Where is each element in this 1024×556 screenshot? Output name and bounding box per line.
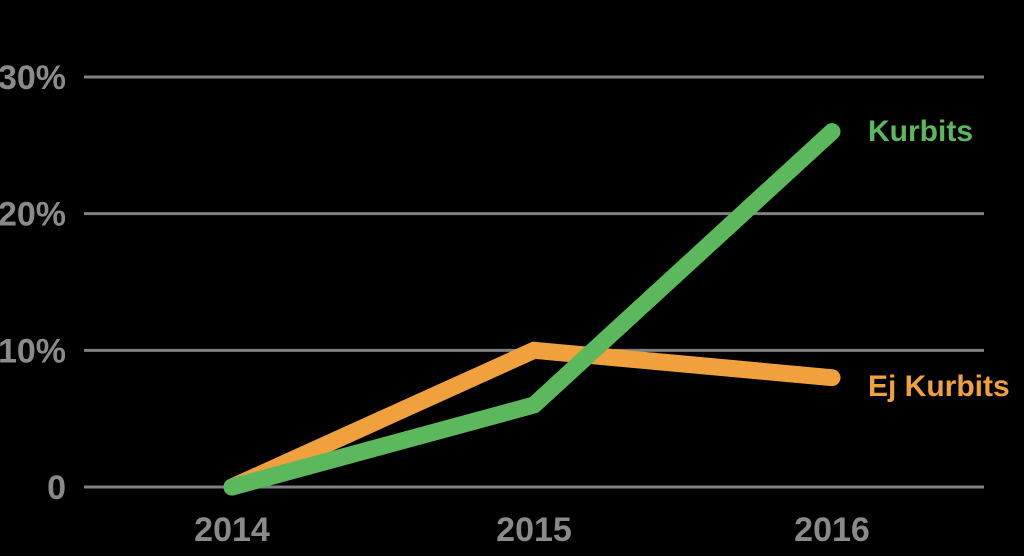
x-tick-label: 2016: [794, 511, 870, 549]
x-tick-label: 2014: [194, 511, 270, 549]
x-axis-ticks: 2014 2015 2016: [194, 511, 870, 549]
x-tick-label: 2015: [496, 511, 572, 549]
y-tick-label: 0: [47, 469, 66, 507]
series-layer: [223, 123, 841, 496]
series-labels: Kurbits Ej Kurbits: [868, 115, 1010, 403]
series-line-kurbits: [223, 123, 841, 496]
series-line-ej-kurbits: [223, 341, 841, 496]
y-tick-label: 30%: [0, 59, 66, 97]
y-axis-ticks: 0 10% 20% 30%: [0, 59, 66, 507]
grid-layer: [84, 75, 984, 489]
series-label-kurbits: Kurbits: [868, 115, 973, 148]
y-tick-label: 20%: [0, 196, 66, 234]
y-tick-label: 10%: [0, 332, 66, 370]
series-label-ej-kurbits: Ej Kurbits: [868, 370, 1010, 403]
